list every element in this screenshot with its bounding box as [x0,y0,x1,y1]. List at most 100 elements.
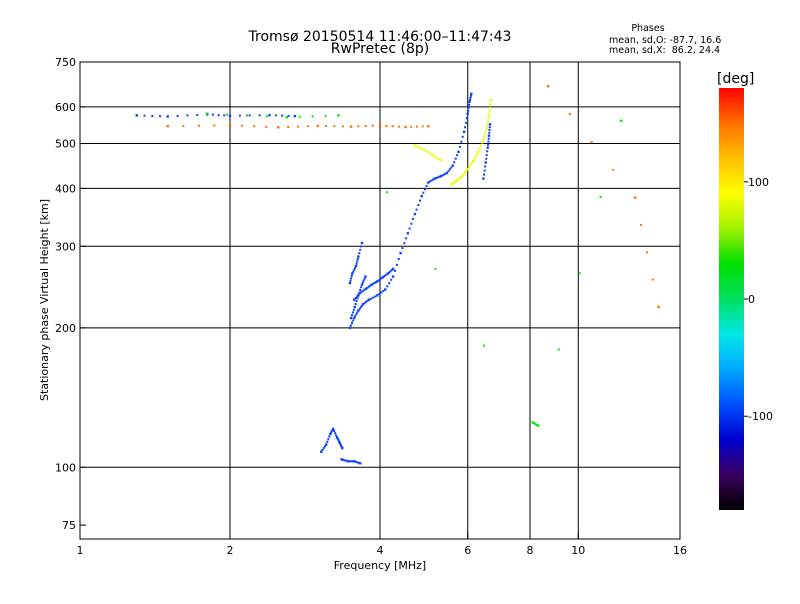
data-point [354,460,357,463]
data-point [420,147,423,150]
data-point [265,125,268,128]
data-point [435,177,438,179]
data-point [348,460,351,463]
data-point [352,308,355,311]
data-point [366,299,369,302]
data-point [478,147,481,150]
data-point [329,432,332,436]
data-point [464,171,466,174]
data-point [353,305,356,309]
data-point [422,148,426,151]
data-point [265,115,268,118]
chart-subtitle: RwPretec (8p) [331,41,429,57]
data-point [406,232,410,235]
y-tick-label: 200 [55,322,76,335]
data-point [385,191,388,194]
data-point [377,279,380,282]
data-point [481,141,484,144]
data-point [487,117,490,120]
data-point [487,114,491,117]
data-point [488,129,491,131]
y-tick-label: 400 [55,182,76,195]
data-point [620,119,623,122]
data-point [449,183,453,186]
data-point [248,114,251,117]
data-point [458,145,461,148]
data-point [483,344,486,347]
data-point [429,152,432,155]
data-point [534,423,537,425]
data-point [356,258,359,260]
data-point [351,321,353,324]
data-point [370,297,372,300]
data-point [357,461,360,464]
data-point [223,114,226,117]
data-point [395,263,398,266]
data-point [217,114,220,117]
data-point [386,285,389,288]
data-point [228,114,232,117]
data-point [258,114,261,117]
data-point [353,268,356,271]
data-point [389,270,392,273]
data-point [454,180,457,183]
data-point [413,212,417,216]
data-point [357,255,360,258]
data-point [398,125,401,128]
data-point [378,124,382,127]
data-point [371,124,374,127]
data-point [372,282,375,285]
data-point [268,113,271,117]
data-point [468,103,471,106]
x-tick-label: 2 [227,544,234,557]
data-point [359,462,362,465]
data-point [327,438,330,441]
data-point [535,423,538,426]
data-point [311,115,314,118]
data-point [531,421,534,424]
data-point [351,314,353,317]
data-point [253,125,256,128]
data-point [430,179,433,182]
data-point [488,123,492,126]
data-point [651,278,654,281]
data-point [412,217,415,220]
data-point [465,170,468,172]
data-point [486,150,489,153]
data-point [433,155,436,158]
data-point [246,114,248,117]
data-point [366,286,369,289]
data-point [452,181,455,184]
data-point [547,85,550,88]
data-point [376,280,379,283]
data-point [360,286,363,289]
data-point [457,150,460,153]
colorbar-label: [deg] [717,71,754,87]
data-point [330,430,333,433]
data-point [340,445,343,448]
data-point [486,120,489,123]
data-point [351,311,354,314]
colorbar-tick-label: -100 [748,410,773,423]
data-point [403,242,406,245]
data-point [466,112,469,115]
data-point [348,326,352,329]
stats-line-o: mean, sd,O: -87.7, 16.6 [609,35,721,46]
grid-lines [80,62,680,539]
y-tick-label: 75 [62,519,76,532]
data-point [325,125,328,127]
data-point [372,296,375,299]
data-point [360,283,364,286]
data-point [326,440,329,443]
data-point [333,430,336,432]
data-point [399,251,402,255]
axes: 1 2 4 6 8 10 16 75 100 200 300 400 500 600 750 [55,56,687,557]
data-point [352,270,355,273]
data-point [483,135,486,138]
data-point [424,188,426,191]
data-point [428,180,431,183]
colorbar-ticks: 100 0 -100 [744,176,773,423]
data-point [339,443,342,445]
stats-heading: Phases [631,23,664,34]
data-point [404,125,407,129]
